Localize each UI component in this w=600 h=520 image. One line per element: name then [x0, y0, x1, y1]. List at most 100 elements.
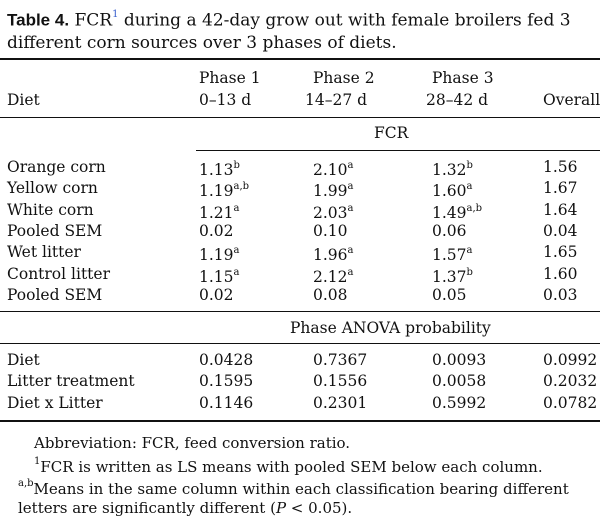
footnote-ref-link[interactable]: 1	[112, 9, 119, 20]
overall-cell-value: 0.03	[543, 285, 578, 304]
fcr-section-rule	[196, 150, 600, 151]
diet-cell: Control litter	[7, 264, 110, 284]
phase1-cell-value: 1.19	[199, 182, 234, 201]
phase2-cell: 1.96a	[313, 242, 353, 265]
phase1-cell: 1.19a,b	[199, 178, 249, 201]
phase2-cell-value: 0.2301	[313, 393, 368, 412]
top-rule	[0, 58, 600, 60]
phase2-cell: 0.2301	[313, 393, 367, 413]
phase3-cell-value: 1.57	[432, 246, 467, 265]
phase3-cell: 0.5992	[432, 393, 486, 413]
diet-cell-value: Pooled SEM	[7, 221, 103, 240]
phase3-cell-value: 0.05	[432, 285, 467, 304]
diet-cell-value: Orange corn	[7, 158, 106, 176]
overall-cell-value: 1.65	[543, 243, 578, 262]
phase1-cell: 0.1146	[199, 393, 253, 413]
phase2-cell-value: 0.7367	[313, 351, 368, 369]
overall-cell-value: 0.2032	[543, 372, 598, 391]
header-phase2: Phase 2	[313, 69, 375, 87]
header-phase1: Phase 1	[199, 69, 261, 87]
anova-section-rule	[0, 343, 600, 344]
phase2-cell: 0.1556	[313, 371, 367, 391]
overall-cell-value: 0.0782	[543, 393, 598, 412]
caption-text-before: FCR	[69, 10, 113, 31]
footnote-1-text: FCR is written as LS means with pooled S…	[40, 458, 543, 476]
header-overall: Overall	[543, 91, 600, 109]
phase1-cell-value: 1.15	[199, 267, 234, 286]
diet-cell: Diet x Litter	[7, 393, 103, 413]
header-diet: Diet	[7, 91, 40, 109]
phase3-cell: 1.32b	[432, 157, 473, 180]
diet-cell-value: Yellow corn	[7, 179, 98, 198]
diet-cell: Orange corn	[7, 157, 106, 177]
significance-letter: b	[466, 266, 473, 278]
diet-cell: Diet	[7, 350, 40, 370]
phase1-cell-value: 0.1595	[199, 372, 254, 391]
significance-letter: a	[466, 245, 473, 257]
overall-cell-value: 1.67	[543, 179, 578, 198]
overall-cell: 1.56	[543, 157, 578, 177]
phase1-cell: 0.0428	[199, 350, 253, 370]
diet-cell: Pooled SEM	[7, 285, 102, 305]
significance-letter: b	[233, 160, 240, 171]
phase3-cell: 1.57a	[432, 242, 472, 265]
caption-line-2: different corn sources over 3 phases of …	[7, 32, 397, 53]
overall-cell: 0.04	[543, 221, 578, 241]
phase3-cell-value: 0.5992	[432, 393, 487, 412]
significance-letter: a	[466, 181, 473, 193]
bottom-rule	[0, 420, 600, 422]
header-phase3: Phase 3	[432, 69, 494, 87]
phase2-cell-value: 0.08	[313, 285, 348, 304]
diet-cell: Wet litter	[7, 242, 81, 262]
overall-cell: 1.60	[543, 264, 578, 284]
diet-cell-value: Pooled SEM	[7, 285, 103, 304]
phase2-cell-value: 1.96	[313, 246, 348, 265]
phase2-cell: 2.12a	[313, 264, 353, 287]
diet-cell-value: Litter treatment	[7, 372, 135, 391]
diet-cell: Litter treatment	[7, 371, 135, 391]
phase2-cell: 2.10a	[313, 157, 353, 180]
overall-cell-value: 1.56	[543, 158, 578, 176]
phase3-cell: 1.49a,b	[432, 200, 482, 223]
footnote-1-marker: 1	[34, 456, 41, 467]
significance-letter: b	[466, 160, 473, 171]
phase2-cell: 1.99a	[313, 178, 353, 201]
significance-letter: a	[347, 266, 354, 278]
header-rule	[0, 117, 600, 118]
phase2-cell: 0.7367	[313, 350, 367, 370]
table-caption: Table 4. FCR1 during a 42-day grow out w…	[7, 6, 600, 54]
phase3-cell: 0.05	[432, 285, 467, 305]
phase2-cell-value: 2.03	[313, 203, 348, 222]
diet-cell-value: Diet x Litter	[7, 393, 103, 412]
footnote-2-marker: a,b	[18, 478, 34, 489]
phase1-cell-value: 1.13	[199, 161, 234, 180]
overall-cell-value: 1.60	[543, 264, 578, 283]
diet-cell: Yellow corn	[7, 178, 98, 198]
phase2-cell-value: 2.12	[313, 267, 348, 286]
table-label: Table 4.	[7, 10, 70, 30]
diet-cell-value: Wet litter	[7, 243, 81, 262]
footnote-2-text: Means in the same column within each cla…	[33, 480, 569, 498]
overall-cell: 0.2032	[543, 371, 597, 391]
phase1-cell: 1.15a	[199, 264, 239, 287]
phase1-cell-value: 0.02	[199, 221, 234, 240]
overall-cell: 1.65	[543, 242, 578, 262]
phase1-cell: 1.13b	[199, 157, 240, 180]
significance-letter: a	[347, 245, 354, 257]
phase1-cell: 0.02	[199, 221, 234, 241]
significance-letter: a	[347, 202, 354, 214]
phase1-cell-value: 0.1146	[199, 393, 254, 412]
significance-letter: a,b	[466, 202, 483, 214]
overall-cell: 0.0782	[543, 393, 597, 413]
phase1-cell: 1.19a	[199, 242, 239, 265]
significance-letter: a,b	[233, 181, 250, 193]
header-phase3-range: 28–42 d	[426, 91, 489, 109]
diet-cell-value: White corn	[7, 200, 94, 219]
significance-letter: a	[233, 245, 240, 257]
phase3-cell-value: 1.49	[432, 203, 467, 222]
significance-letter: a	[233, 202, 240, 214]
phase1-cell-value: 1.21	[199, 203, 234, 222]
footnote-2: a,bMeans in the same column within each …	[18, 476, 569, 499]
phase3-cell: 1.37b	[432, 264, 473, 287]
phase3-cell: 0.0093	[432, 350, 486, 370]
